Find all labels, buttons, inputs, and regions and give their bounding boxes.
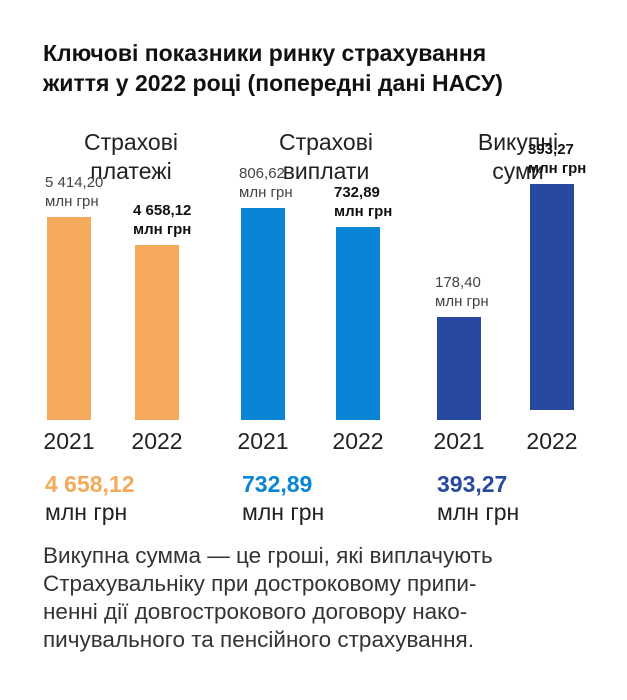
x-tick-surrender-2021: 2021 [433,428,485,454]
bar-surrender-2022 [530,184,574,410]
data-label-surrender-2021: 178,40 млн грн [435,273,489,311]
title-line-1: Ключові показники ринку страхування [43,40,487,66]
data-label-unit: млн грн [528,160,587,177]
data-label-unit: млн грн [239,184,293,201]
data-label-value: 732,89 [334,184,380,201]
data-label-value: 4 658,12 [133,202,192,219]
group-title-surrender: Викупні суми [418,128,618,186]
summary-unit-payments: млн грн [45,499,128,525]
title-line-2: життя у 2022 році (попередні дані НАСУ) [43,70,503,96]
data-label-unit: млн грн [133,221,192,238]
group-title-line: виплати [282,158,370,184]
x-tick-payments-2021: 2021 [43,428,95,454]
summary-value-claims: 732,89 [242,471,313,497]
data-label-surrender-2022: 393,27 млн грн [528,140,586,178]
footnote-line: Викупна сумма — це гроші, які виплачують [43,543,493,568]
bar-surrender-2021 [437,317,481,420]
data-label-unit: млн грн [435,293,489,310]
data-label-value: 5 414,20 [45,174,104,191]
data-label-value: 178,40 [435,274,481,291]
summary-value-payments: 4 658,12 [45,471,135,497]
footnote-line: ненні дії довгострокового договору нако- [43,599,468,624]
footnote: Викупна сумма — це гроші, які виплачують… [43,542,613,654]
summary-unit-surrender: млн грн [437,499,520,525]
summary-unit-claims: млн грн [242,499,325,525]
group-title-payments: Страхові платежі [31,128,231,186]
x-tick-claims-2021: 2021 [237,428,289,454]
footnote-line: Страхувальніку при достроковому припи- [43,571,477,596]
bar-claims-2022 [336,227,380,420]
group-title-line: суми [492,158,544,184]
x-tick-payments-2022: 2022 [131,428,183,454]
group-title-line: Страхові [83,129,179,155]
data-label-claims-2022: 732,89 млн грн [334,183,392,221]
summary-value-surrender: 393,27 [437,471,508,497]
data-label-value: 806,62 [239,165,285,182]
data-label-unit: млн грн [334,203,393,220]
bar-payments-2021 [47,217,91,420]
data-label-unit: млн грн [45,193,99,210]
data-label-value: 393,27 [528,141,574,158]
group-title-claims: Страхові виплати [226,128,426,186]
bar-payments-2022 [135,245,179,420]
bar-claims-2021 [241,208,285,420]
data-label-payments-2021: 5 414,20 млн грн [45,173,103,211]
footnote-line: пичувального та пенсійного страхування. [43,627,474,652]
group-title-line: платежі [90,158,172,184]
page-title: Ключові показники ринку страхування житт… [43,38,603,98]
group-title-line: Викупні [477,129,559,155]
data-label-claims-2021: 806,62 млн грн [239,164,293,202]
group-title-line: Страхові [278,129,374,155]
data-label-payments-2022: 4 658,12 млн грн [133,201,191,239]
x-tick-claims-2022: 2022 [332,428,384,454]
x-tick-surrender-2022: 2022 [526,428,578,454]
